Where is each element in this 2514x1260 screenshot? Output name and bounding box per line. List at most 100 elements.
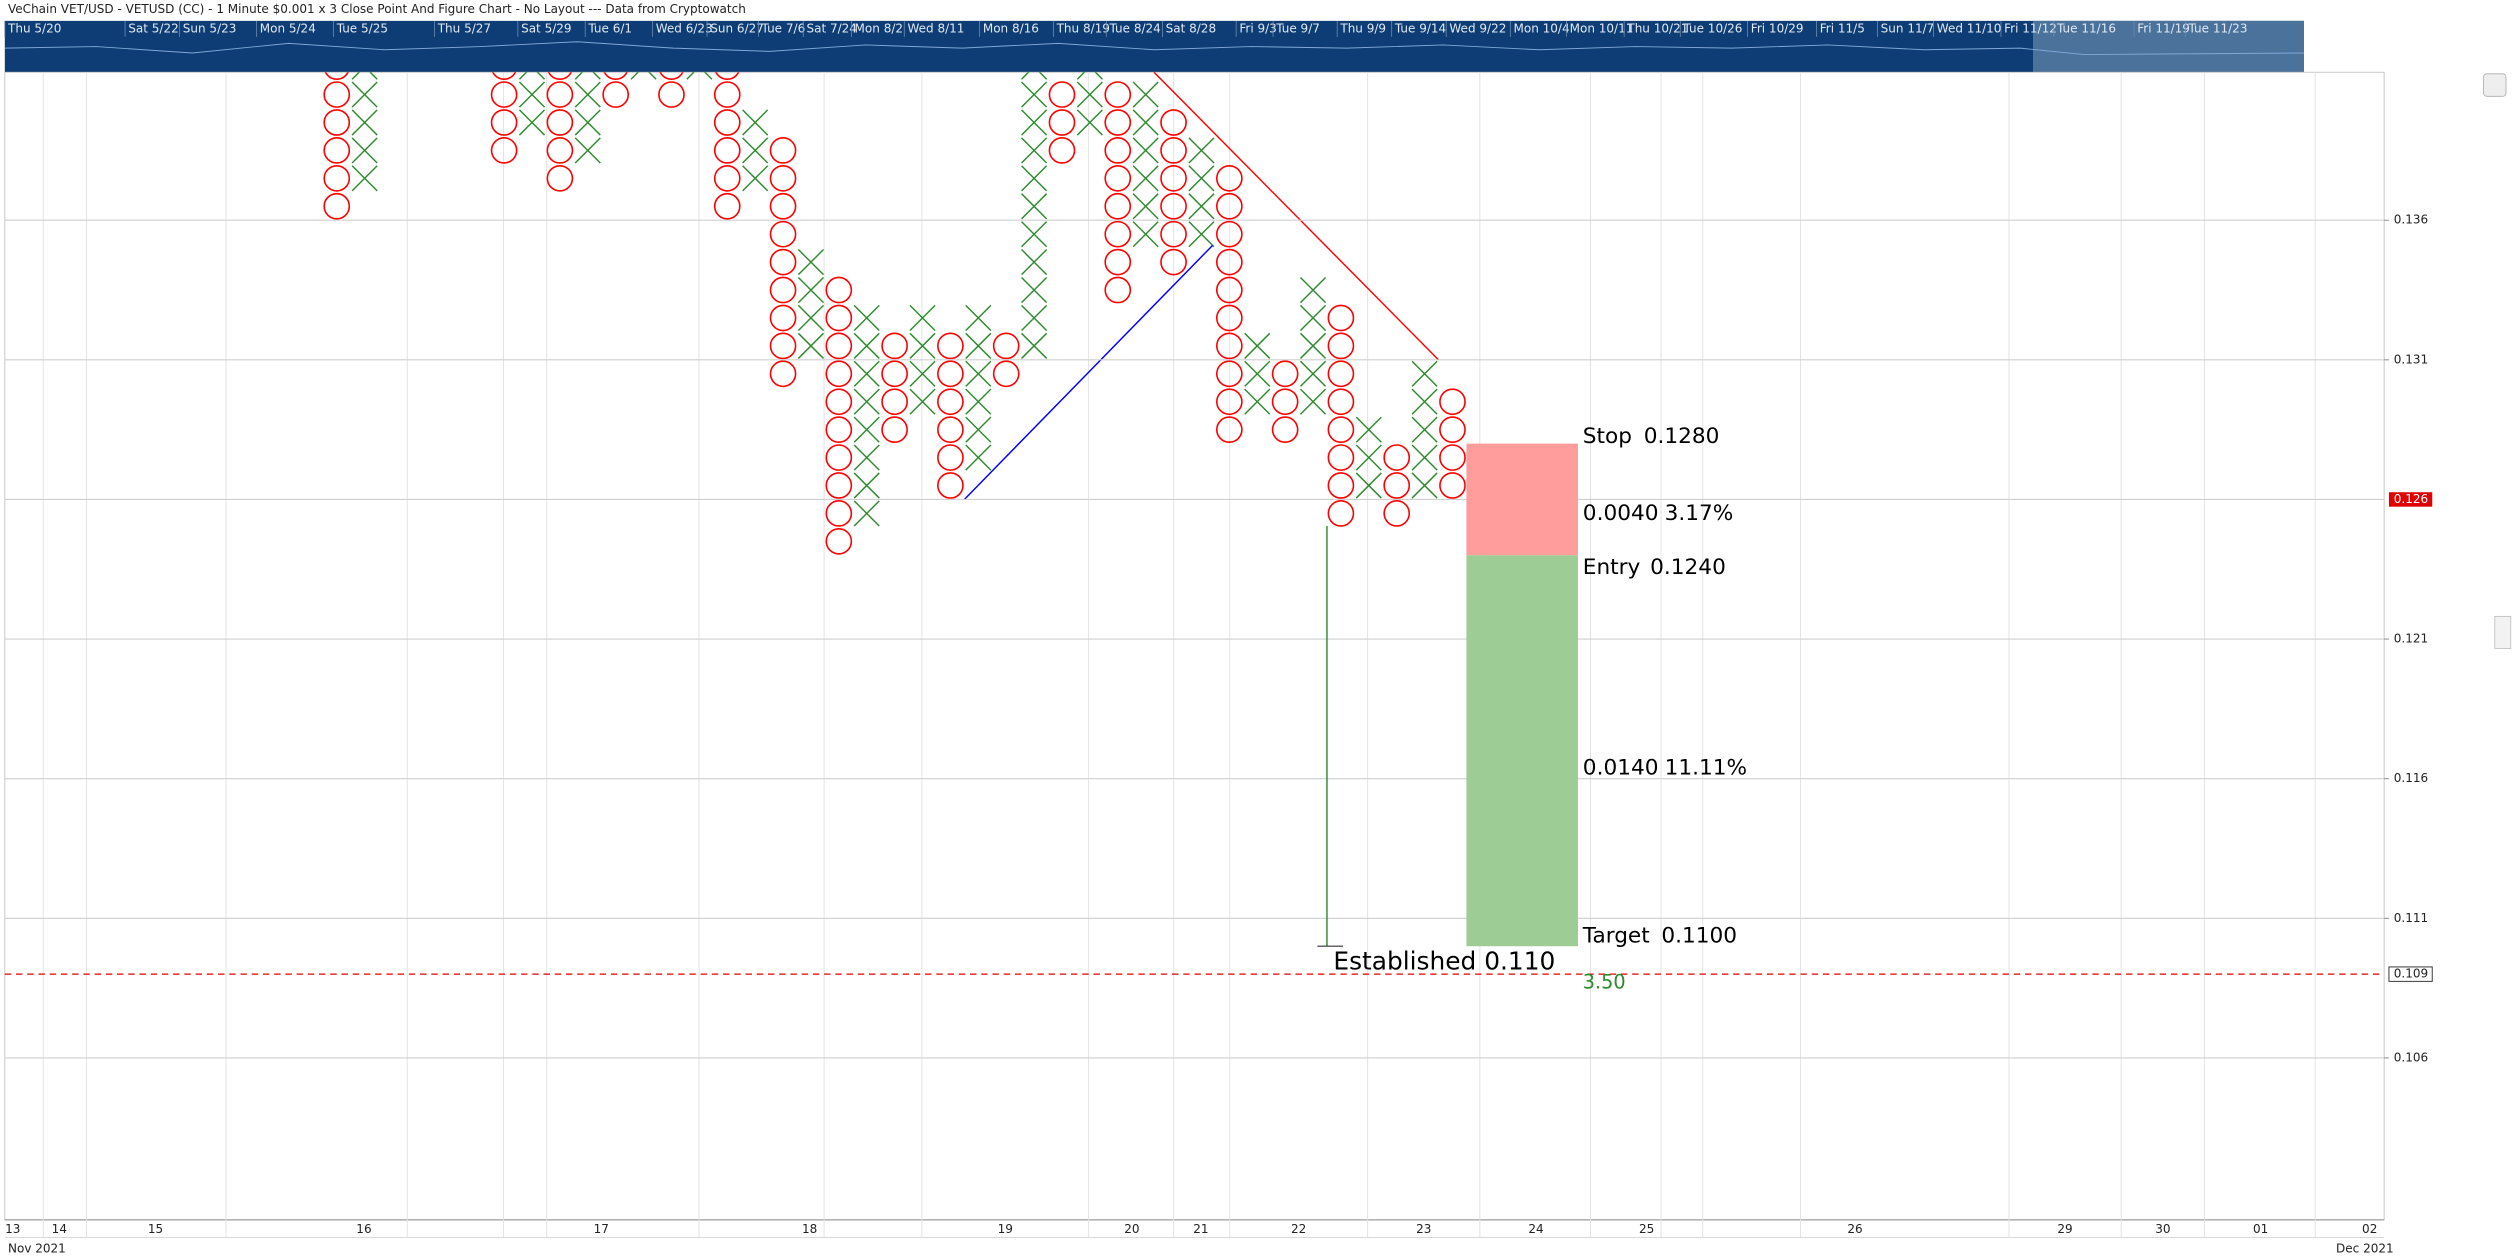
o-box — [1215, 192, 1243, 220]
o-box — [1160, 220, 1187, 248]
o-box — [1327, 304, 1355, 332]
x-column — [909, 304, 936, 415]
x-box — [965, 360, 992, 387]
o-box — [1383, 472, 1411, 499]
o-box — [881, 360, 908, 388]
navigator-label: Sun 11/7 — [1881, 21, 1935, 35]
x-box — [909, 388, 936, 415]
y-tick-label: 0.106 — [2394, 1050, 2428, 1064]
navigator-label: Mon 5/24 — [260, 21, 316, 35]
o-box — [769, 164, 797, 192]
x-tick-label: 29 — [2057, 1222, 2072, 1236]
x-column — [1021, 72, 1048, 359]
x-box — [853, 304, 880, 332]
x-tick-label: 15 — [148, 1222, 163, 1236]
o-box — [323, 109, 351, 136]
o-box — [1215, 416, 1243, 444]
x-box — [518, 72, 546, 80]
o-box — [713, 164, 741, 192]
entry-text: Entry — [1583, 555, 1641, 580]
x-box — [1299, 332, 1327, 359]
x-box — [351, 72, 378, 80]
x-box — [742, 165, 769, 192]
lock-button[interactable] — [2483, 73, 2507, 97]
x-box — [351, 165, 378, 192]
o-box — [1104, 109, 1132, 136]
target-text: Target — [1582, 924, 1650, 949]
navigator-label: Tue 10/26 — [1682, 21, 1742, 35]
o-box — [1215, 304, 1243, 332]
x-box — [1355, 472, 1382, 499]
navigator-label: Wed 8/11 — [907, 21, 964, 35]
x-tick-label: 24 — [1528, 1222, 1543, 1236]
x-tick-label: 25 — [1639, 1222, 1654, 1236]
o-box — [490, 109, 518, 136]
side-panel-toggle[interactable] — [2494, 615, 2512, 649]
x-box — [853, 416, 880, 443]
navigator-window[interactable] — [2033, 20, 2304, 73]
x-box — [853, 360, 880, 387]
o-box — [881, 416, 908, 444]
o-box — [825, 416, 853, 444]
ratio-text: 3.50 — [1583, 971, 1626, 994]
o-column — [1048, 81, 1076, 164]
o-box — [937, 360, 964, 388]
o-column — [323, 72, 351, 220]
navigator-label: Tue 7/6 — [761, 21, 806, 35]
o-column — [1104, 81, 1132, 304]
x-box — [797, 276, 824, 304]
x-box — [1021, 304, 1048, 332]
y-tick-label: 0.116 — [2394, 771, 2428, 785]
x-tick-label: 22 — [1291, 1222, 1306, 1236]
x-box — [1188, 193, 1215, 220]
x-box — [1411, 416, 1438, 443]
o-column — [658, 72, 685, 108]
o-box — [992, 360, 1020, 388]
x-tick-label: 01 — [2253, 1222, 2268, 1236]
o-column — [1383, 444, 1411, 527]
risk-zone — [1466, 443, 1579, 556]
x-box — [1188, 221, 1215, 248]
o-box — [825, 276, 853, 304]
o-box — [1215, 360, 1243, 388]
x-box — [1411, 388, 1438, 415]
x-tick-label: 23 — [1416, 1222, 1431, 1236]
x-box — [1355, 444, 1382, 471]
x-box — [909, 332, 936, 359]
navigator-label: Mon 8/16 — [983, 21, 1039, 35]
x-column — [630, 72, 657, 80]
x-box — [1132, 109, 1159, 136]
x-box — [518, 81, 546, 108]
o-column — [546, 72, 574, 192]
x-tick-label: 13 — [5, 1222, 20, 1236]
level-tag — [2388, 966, 2433, 982]
o-box — [1327, 388, 1355, 416]
x-box — [853, 472, 880, 499]
navigator-label: Thu 10/21 — [1626, 21, 1688, 35]
o-box — [713, 137, 741, 164]
x-tick-label: 26 — [1847, 1222, 1862, 1236]
x-box — [1021, 81, 1048, 108]
x-box — [351, 81, 378, 108]
o-box — [1104, 248, 1132, 276]
navigator-label: Mon 8/2 — [855, 21, 903, 35]
o-box — [769, 137, 797, 164]
navigator-label: Thu 5/27 — [437, 21, 491, 35]
o-box — [1327, 472, 1355, 499]
o-box — [713, 81, 741, 108]
month-label: Nov 2021 — [8, 1241, 66, 1255]
x-box — [742, 109, 769, 136]
o-box — [323, 192, 351, 220]
o-box — [825, 360, 853, 388]
o-box — [1215, 220, 1243, 248]
o-box — [603, 72, 628, 81]
o-box — [937, 332, 964, 360]
o-box — [1439, 416, 1466, 444]
o-box — [1104, 192, 1132, 220]
o-box — [769, 332, 797, 360]
x-box — [1021, 332, 1048, 359]
o-box — [1048, 109, 1076, 136]
x-box — [1299, 388, 1327, 415]
x-box — [797, 304, 824, 332]
